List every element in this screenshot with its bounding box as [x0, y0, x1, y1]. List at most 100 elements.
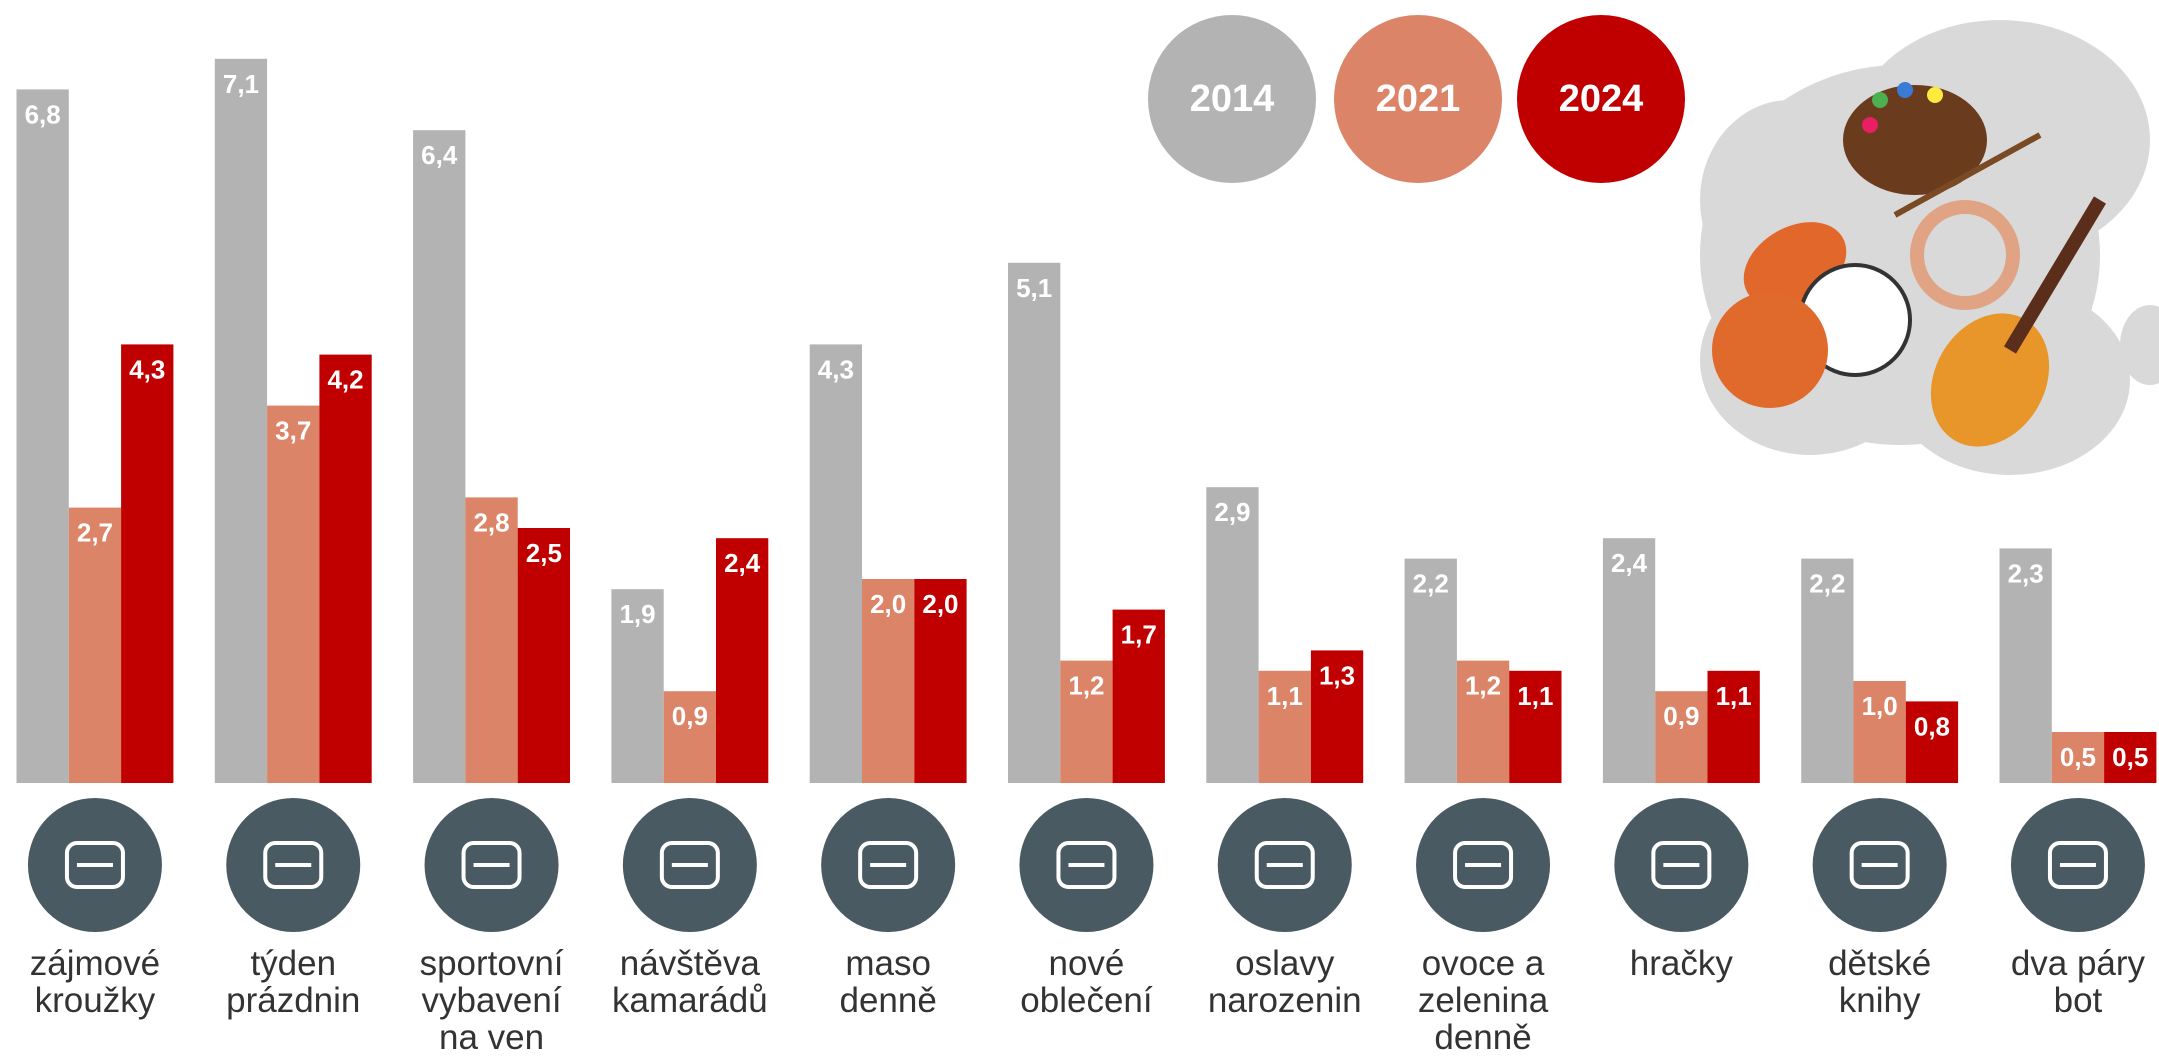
bar	[914, 579, 967, 783]
category-label: nové oblečení	[1020, 944, 1153, 1020]
value-label: 3,7	[275, 416, 311, 446]
bar	[716, 538, 769, 783]
category-icon	[1614, 798, 1749, 932]
legend-label: 2021	[1376, 78, 1461, 120]
bar	[267, 405, 320, 783]
bar	[1602, 538, 1656, 783]
bar	[1404, 558, 1457, 783]
bar	[2051, 732, 2105, 783]
bar	[1509, 670, 1562, 783]
value-label: 1,1	[1716, 681, 1752, 711]
value-label: 2,2	[1809, 569, 1845, 599]
legend-swatch	[1334, 15, 1502, 183]
category-label: sportovní vybavení na ven	[420, 944, 564, 1056]
bar	[1853, 681, 1906, 783]
bar	[862, 579, 915, 783]
icon-glyph	[1651, 841, 1712, 889]
bar	[1310, 650, 1364, 783]
icon-glyph	[461, 841, 522, 889]
value-label: 2,0	[922, 589, 958, 619]
category-icon	[821, 798, 956, 932]
value-label: 2,8	[473, 507, 509, 537]
icon-glyph	[1453, 841, 1514, 889]
value-label: 1,9	[619, 599, 655, 629]
category-icon	[1416, 798, 1551, 932]
bar	[809, 344, 862, 783]
bar	[1801, 558, 1854, 783]
value-label: 2,5	[526, 538, 562, 568]
value-label: 1,0	[1862, 691, 1898, 721]
icon-glyph	[858, 841, 919, 889]
bar	[611, 589, 664, 783]
bar	[1456, 660, 1510, 783]
value-label: 0,9	[672, 701, 708, 731]
icon-glyph	[1254, 841, 1315, 889]
value-label: 2,9	[1214, 497, 1250, 527]
category-icon	[27, 798, 162, 932]
illustration	[1700, 20, 2159, 475]
value-label: 1,7	[1121, 620, 1157, 650]
bar	[663, 691, 716, 783]
value-label: 4,3	[818, 354, 854, 384]
bar	[68, 507, 122, 783]
category-label: dětské knihy	[1828, 944, 1931, 1020]
value-label: 4,2	[327, 365, 363, 395]
category-icon	[2010, 798, 2145, 932]
category-icon	[226, 798, 361, 932]
category-label: týden prázdnin	[226, 944, 360, 1020]
icon-glyph	[263, 841, 324, 889]
value-label: 0,9	[1663, 701, 1699, 731]
icon-glyph	[1849, 841, 1910, 889]
category-icon	[1812, 798, 1947, 932]
bar	[1655, 691, 1708, 783]
bar	[1258, 670, 1311, 783]
value-label: 4,3	[129, 354, 165, 384]
bar	[16, 89, 69, 783]
category-label: dva páry bot	[2011, 944, 2146, 1020]
bar	[465, 497, 518, 783]
bar	[2104, 732, 2157, 783]
bar	[1060, 660, 1113, 783]
value-label: 6,4	[421, 140, 458, 170]
legend-label: 2024	[1559, 78, 1644, 120]
value-label: 0,5	[2112, 742, 2148, 772]
category-icon	[622, 798, 757, 932]
value-label: 0,8	[1914, 711, 1950, 741]
category-label: zájmové kroužky	[30, 944, 160, 1020]
bar	[214, 58, 268, 784]
value-label: 2,7	[77, 518, 113, 548]
value-label: 0,5	[2060, 742, 2096, 772]
value-label: 2,3	[2008, 558, 2044, 588]
category-label: maso denně	[839, 944, 936, 1020]
category-icon	[1019, 798, 1154, 932]
category-label: návštěva kamarádů	[612, 944, 768, 1020]
icon-glyph	[64, 841, 125, 889]
value-label: 1,1	[1267, 681, 1303, 711]
value-label: 1,2	[1465, 671, 1501, 701]
icon-glyph	[659, 841, 720, 889]
value-label: 5,1	[1016, 273, 1052, 303]
bar	[1008, 262, 1061, 783]
value-label: 2,0	[870, 589, 906, 619]
bar	[121, 344, 174, 783]
icon-glyph	[2047, 841, 2108, 889]
value-label: 2,4	[724, 548, 761, 578]
value-label: 1,2	[1068, 671, 1104, 701]
bar	[319, 354, 372, 783]
category-label: ovoce a zelenina denně	[1418, 944, 1549, 1056]
legend-swatch	[1517, 15, 1685, 183]
value-label: 1,1	[1517, 681, 1553, 711]
value-label: 6,8	[25, 99, 61, 129]
value-label: 7,1	[223, 69, 259, 99]
value-label: 2,4	[1611, 548, 1648, 578]
bar	[1206, 487, 1259, 783]
bar	[1905, 701, 1959, 783]
value-label: 1,3	[1319, 660, 1355, 690]
bar	[517, 528, 570, 783]
bar	[1999, 548, 2052, 783]
category-icon	[1217, 798, 1352, 932]
category-icon	[424, 798, 559, 932]
bar	[1707, 670, 1760, 783]
category-label: hračky	[1630, 944, 1734, 983]
